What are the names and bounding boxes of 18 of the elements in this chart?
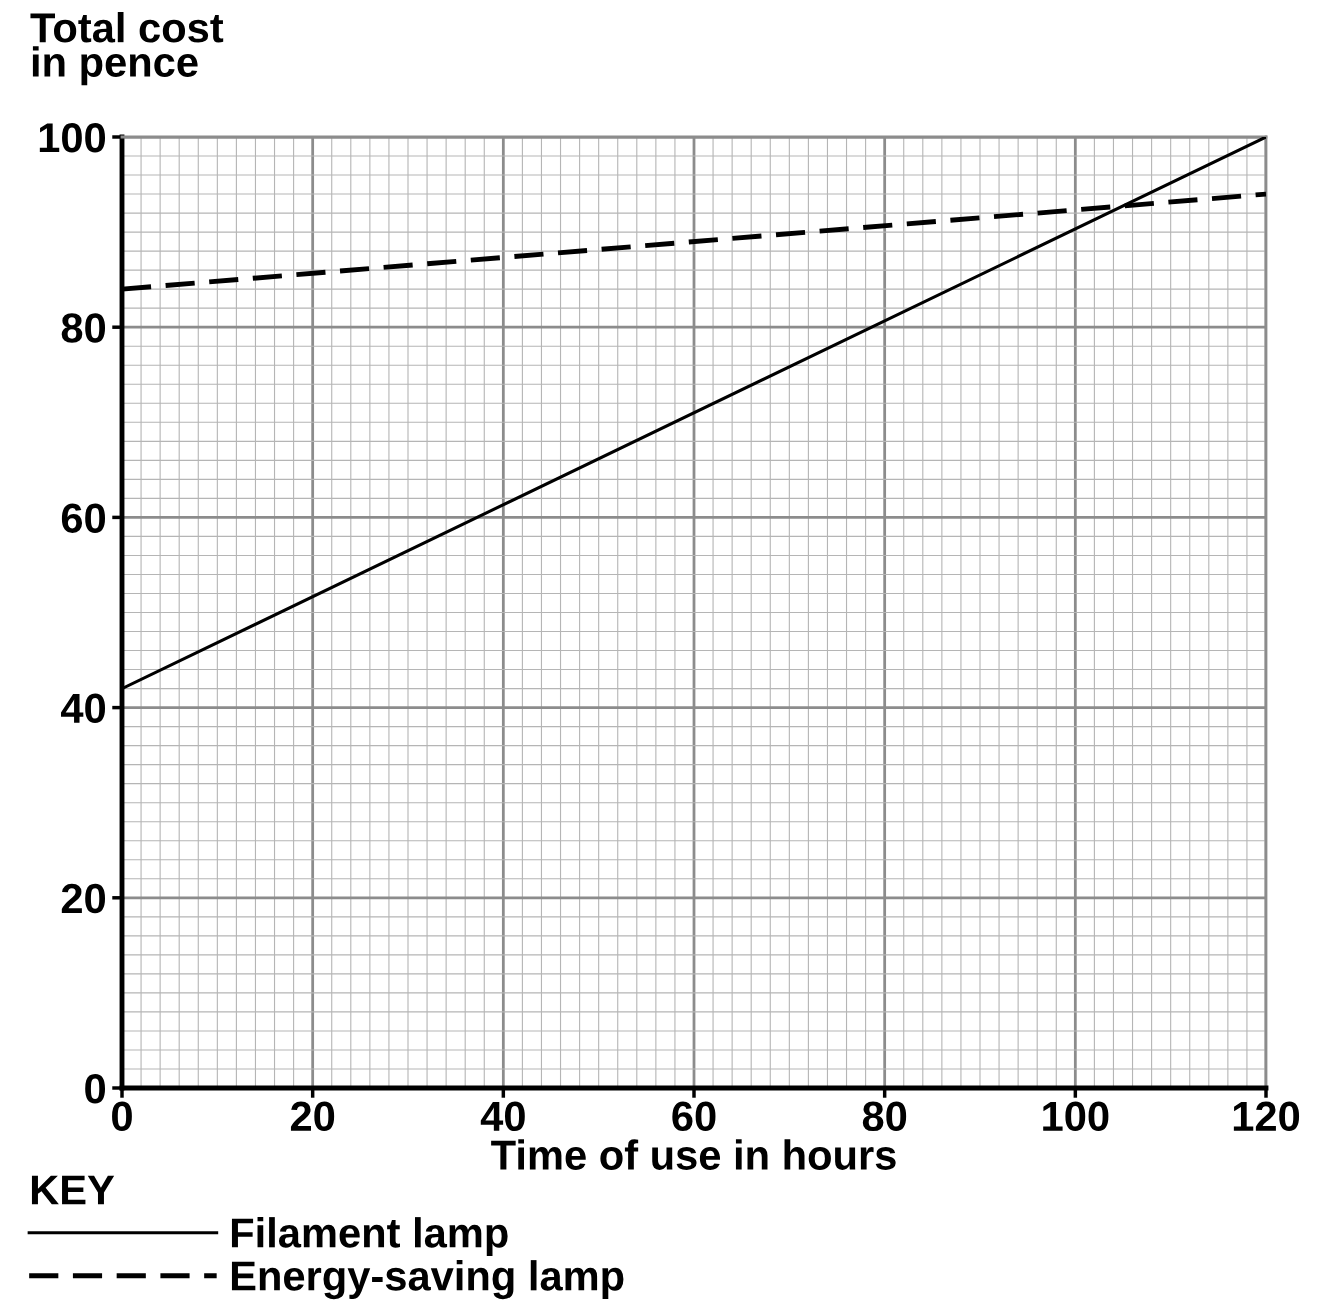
y-tick-label: 80 [61, 313, 106, 343]
x-tick-label: 80 [862, 1101, 907, 1132]
y-axis-title: Total cost in pence [30, 12, 224, 86]
y-tick-label: 20 [61, 883, 106, 914]
y-tick-label: 100 [39, 123, 106, 153]
y-tick-label: 0 [85, 1074, 106, 1104]
legend-label: Filament lamp [231, 1217, 508, 1256]
x-tick-label: 120 [1233, 1101, 1300, 1132]
y-tick-label: 40 [61, 693, 106, 724]
x-tick-label: 0 [112, 1101, 132, 1132]
legend-title: KEY [31, 1175, 115, 1205]
x-tick-label: 100 [1043, 1101, 1109, 1132]
x-axis-title: Time of use in hours [491, 1139, 896, 1170]
y-tick-label: 60 [61, 503, 106, 533]
x-tick-label: 20 [290, 1101, 335, 1132]
x-tick-label: 40 [480, 1101, 525, 1132]
x-tick-label: 60 [672, 1101, 716, 1132]
legend-label: Energy-saving lamp [231, 1260, 624, 1300]
